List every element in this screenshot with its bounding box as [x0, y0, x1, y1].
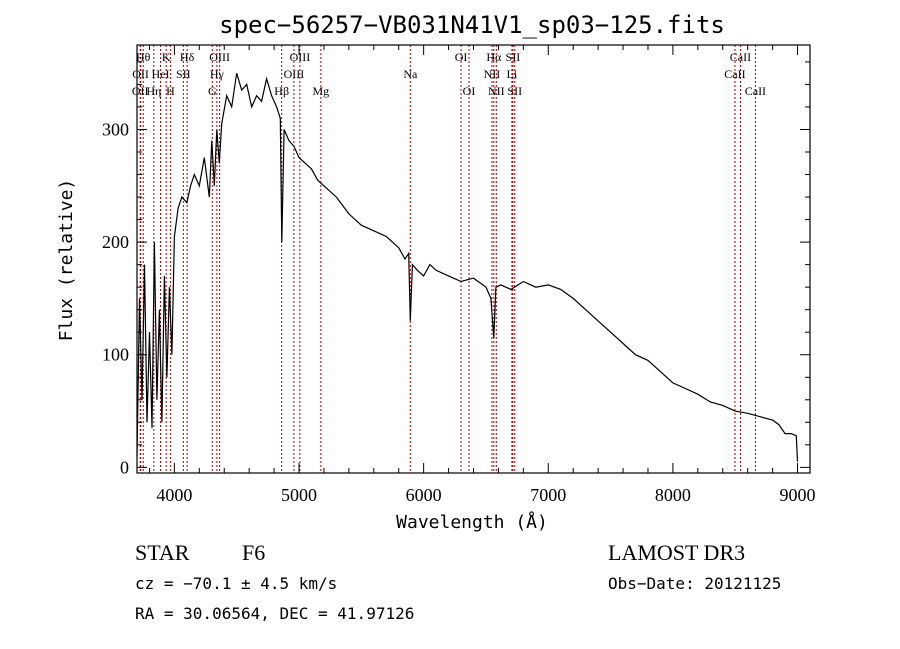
- plot-frame: [136, 44, 811, 474]
- obs-date: Obs−Date: 20121125: [608, 574, 781, 593]
- spectral-line-label: NII: [488, 84, 505, 98]
- spectral-line-label: CaII: [745, 84, 766, 98]
- y-tick-label: 100: [102, 345, 129, 365]
- redshift-value: cz = −70.1 ± 4.5 km/s: [135, 574, 337, 593]
- spectral-line-label: NII: [484, 67, 501, 81]
- x-tick-label: 8000: [655, 485, 691, 505]
- y-axis: 0 100 200 300: [102, 61, 810, 477]
- spectral-line-label: Hβ: [274, 84, 289, 98]
- x-tick-label: 9000: [780, 485, 816, 505]
- spectral-line-label: OI: [455, 50, 468, 64]
- spectral-line-markers: [139, 45, 756, 473]
- y-tick-label: 200: [102, 232, 129, 252]
- x-axis-label: Wavelength (Å): [396, 511, 548, 533]
- chart-title: spec−56257−VB031N41V1_sp03−125.fits: [219, 11, 725, 39]
- spectral-line-label: SII: [176, 67, 191, 81]
- spectral-line-label: SII: [506, 50, 521, 64]
- spectral-line-label: Hα: [486, 50, 502, 64]
- x-tick-label: 6000: [406, 485, 442, 505]
- spectral-line-label: K: [162, 50, 171, 64]
- spectral-line-label: G: [208, 84, 217, 98]
- x-tick-label: 4000: [156, 485, 192, 505]
- spectral-line-label: H: [166, 84, 175, 98]
- spectral-line-label: Li: [507, 67, 518, 81]
- spectral-line-labels: OIIOIIHθHηHeIKHSIIHδGHγOIIIHβOIIIOIIIMgN…: [132, 50, 766, 98]
- y-tick-label: 300: [102, 119, 129, 139]
- y-tick-label: 0: [120, 457, 129, 477]
- spectral-line-label: OI: [463, 84, 476, 98]
- spectral-line-label: Hη: [146, 84, 161, 98]
- spectral-line-label: HeI: [152, 67, 170, 81]
- spectral-line-label: OII: [132, 67, 149, 81]
- spectrum-series-line: [136, 73, 799, 462]
- object-class: STAR: [135, 540, 190, 565]
- spectral-line-label: OIII: [290, 50, 311, 64]
- x-tick-label: 7000: [530, 485, 566, 505]
- y-axis-label: Flux (relative): [56, 179, 77, 342]
- spectral-line-label: OIII: [284, 67, 305, 81]
- spectral-line-label: OII: [132, 84, 149, 98]
- spectral-line-label: Hθ: [136, 50, 151, 64]
- spectral-line-label: Mg: [312, 84, 329, 98]
- spectral-line-label: CaII: [724, 67, 745, 81]
- x-axis: 4000 5000 6000 7000 8000 9000: [148, 45, 816, 505]
- spectral-line-label: CaII: [730, 50, 751, 64]
- object-subclass: F6: [242, 540, 265, 565]
- spectral-line-label: SII: [507, 84, 522, 98]
- survey-name: LAMOST DR3: [608, 540, 745, 565]
- spectral-line-label: OIII: [209, 50, 230, 64]
- x-tick-label: 5000: [281, 485, 317, 505]
- spectral-line-label: Na: [403, 67, 418, 81]
- spectral-line-label: Hγ: [210, 67, 225, 81]
- coordinates: RA = 30.06564, DEC = 41.97126: [135, 604, 414, 623]
- spectral-line-label: Hδ: [180, 50, 195, 64]
